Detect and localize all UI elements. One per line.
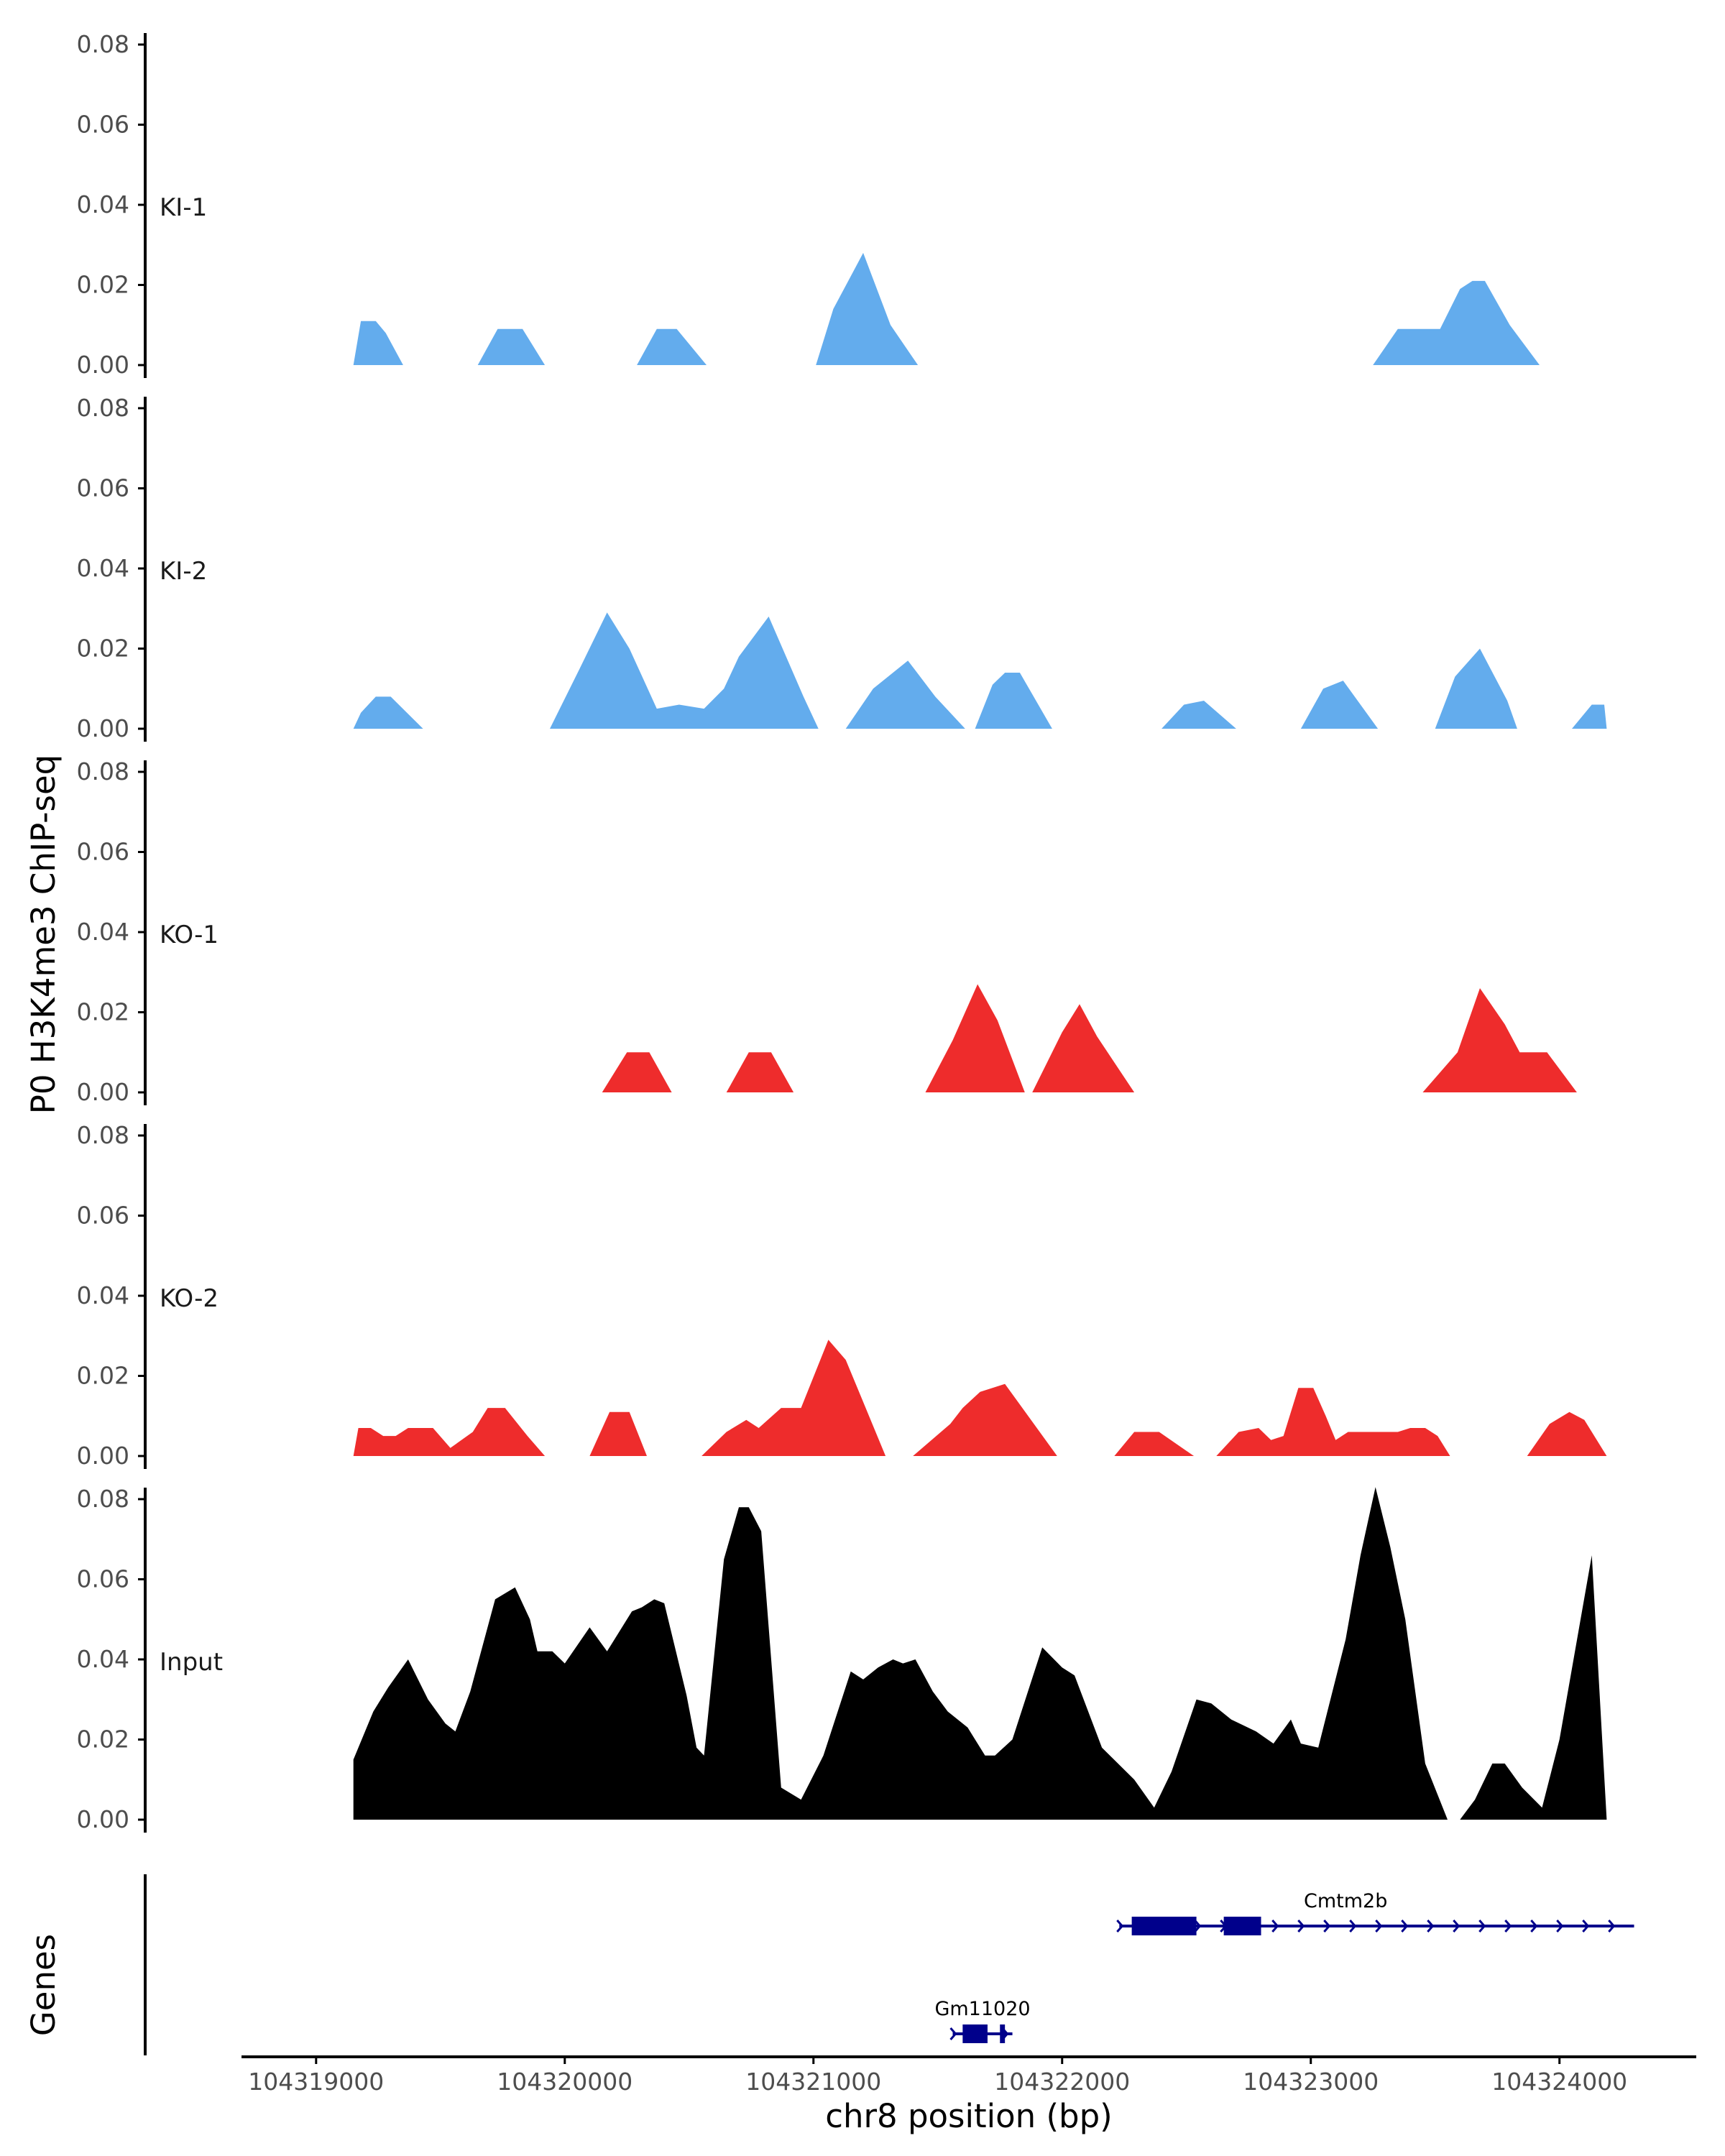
y-tick-label: 0.02 — [77, 1726, 129, 1754]
y-axis-title: P0 H3K4me3 ChIP-seq — [24, 755, 63, 1114]
y-tick-label: 0.00 — [77, 1442, 129, 1470]
y-tick-label: 0.04 — [77, 1281, 129, 1309]
x-tick-label: 104324000 — [1491, 2068, 1627, 2096]
signal-area-ko-2 — [353, 1340, 1607, 1456]
y-tick-label: 0.04 — [77, 918, 129, 946]
gene-name-label: Cmtm2b — [1304, 1890, 1387, 1912]
exon-block — [1223, 1917, 1261, 1935]
y-tick-label: 0.02 — [77, 635, 129, 663]
strand-arrow — [1582, 1920, 1590, 1932]
gene-name-label: Gm11020 — [934, 1998, 1030, 2020]
genes-label: Genes — [24, 1934, 63, 2036]
y-tick-label: 0.06 — [77, 838, 129, 866]
signal-area-ko-1 — [602, 984, 1577, 1092]
y-tick-label: 0.02 — [77, 998, 129, 1026]
y-tick-label: 0.04 — [77, 190, 129, 218]
signal-area-input — [353, 1487, 1607, 1820]
strand-arrow — [1116, 1920, 1124, 1932]
strand-arrow — [1297, 1920, 1305, 1932]
track-label: Input — [160, 1648, 223, 1677]
strand-arrow — [1504, 1920, 1512, 1932]
y-tick-label: 0.04 — [77, 1645, 129, 1673]
signal-area-ki-2 — [353, 612, 1607, 729]
x-tick-label: 104319000 — [248, 2068, 384, 2096]
track-input: 0.00 0.02 0.04 0.06 0.08 Input — [77, 1485, 1607, 1833]
track-label: KO-1 — [160, 921, 218, 949]
strand-arrow — [1453, 1920, 1460, 1932]
y-tick-label: 0.06 — [77, 1202, 129, 1230]
strand-arrow — [1194, 1920, 1202, 1932]
track-label: KO-2 — [160, 1284, 218, 1313]
y-tick-label: 0.02 — [77, 1362, 129, 1390]
track-label: KI-2 — [160, 557, 207, 586]
y-tick-label: 0.04 — [77, 554, 129, 582]
exon-block — [1131, 1917, 1197, 1935]
gene-gm11020: Gm11020 — [934, 1998, 1031, 2043]
y-tick-label: 0.00 — [77, 351, 129, 379]
y-tick-label: 0.02 — [77, 271, 129, 299]
strand-arrow — [1530, 1920, 1538, 1932]
gene-cmtm2b: Cmtm2b — [1116, 1890, 1634, 1935]
y-tick-label: 0.00 — [77, 714, 129, 742]
exon-block — [962, 2024, 988, 2043]
track-ki-1: 0.00 0.02 0.04 0.06 0.08 KI-1 — [77, 30, 1540, 379]
signal-area-ki-1 — [353, 252, 1540, 365]
chip-seq-tracks: 0.00 0.02 0.04 0.06 0.08 KI-1 0.00 0.02 0.04 0.06… — [77, 30, 1607, 1833]
y-tick-label: 0.08 — [77, 1485, 129, 1513]
y-tick-label: 0.06 — [77, 1565, 129, 1593]
strand-arrow — [1323, 1920, 1331, 1932]
strand-arrow — [949, 2027, 957, 2040]
y-tick-label: 0.00 — [77, 1078, 129, 1106]
y-tick-label: 0.08 — [77, 394, 129, 422]
x-tick-label: 104323000 — [1243, 2068, 1379, 2096]
y-tick-label: 0.00 — [77, 1805, 129, 1833]
y-tick-label: 0.08 — [77, 30, 129, 58]
track-ko-2: 0.00 0.02 0.04 0.06 0.08 KO-2 — [77, 1121, 1607, 1470]
strand-arrow — [1401, 1920, 1409, 1932]
exon-block — [1000, 2024, 1006, 2043]
track-ko-1: 0.00 0.02 0.04 0.06 0.08 KO-1 — [77, 757, 1577, 1106]
x-tick-label: 104320000 — [497, 2068, 632, 2096]
track-ki-2: 0.00 0.02 0.04 0.06 0.08 KI-2 — [77, 394, 1607, 742]
strand-arrow — [1427, 1920, 1435, 1932]
y-tick-label: 0.08 — [77, 1121, 129, 1149]
strand-arrow — [1349, 1920, 1357, 1932]
strand-arrow — [1556, 1920, 1564, 1932]
x-axis: 104319000 104320000 104321000 104322000 1043… — [242, 2055, 1696, 2096]
y-tick-label: 0.08 — [77, 757, 129, 786]
strand-arrow — [1271, 1920, 1279, 1932]
genes-track: Genes Cmtm2b Gm11020 — [24, 1874, 1634, 2055]
strand-arrow — [1478, 1920, 1486, 1932]
x-tick-label: 104321000 — [745, 2068, 881, 2096]
x-tick-label: 104322000 — [994, 2068, 1130, 2096]
strand-arrow — [1608, 1920, 1616, 1932]
track-label: KI-1 — [160, 193, 207, 222]
strand-arrow — [1375, 1920, 1383, 1932]
x-axis-title: chr8 position (bp) — [825, 2097, 1113, 2135]
y-tick-label: 0.06 — [77, 111, 129, 139]
y-tick-label: 0.06 — [77, 474, 129, 502]
